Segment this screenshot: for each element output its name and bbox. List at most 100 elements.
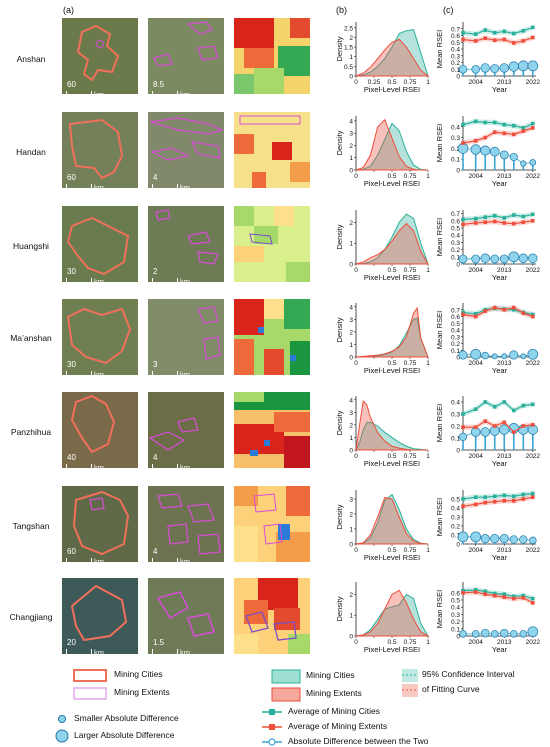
ts-y-tick-label: 0.6 <box>451 33 460 40</box>
legend-small-circle <box>58 715 66 723</box>
avg-point-mining-extents <box>492 38 497 43</box>
difference-point <box>489 146 500 157</box>
legend-swatch-mining-extents <box>73 687 107 700</box>
avg-point-mining-cities <box>461 310 465 315</box>
avg-point-mining-cities <box>483 589 488 594</box>
legend-graphics <box>55 669 418 746</box>
difference-point <box>499 63 509 73</box>
avg-point-mining-extents <box>511 221 516 226</box>
density-x-tick-label: 0 <box>354 79 358 86</box>
density-x-tick-label: 0 <box>354 267 358 274</box>
avg-point-mining-cities <box>502 216 507 220</box>
city-label-huangshi: Huangshi <box>13 241 49 251</box>
ts-y-tick-label: 0.5 <box>451 497 460 504</box>
density-x-tick-label: 0 <box>354 547 358 554</box>
avg-point-mining-extents <box>492 130 497 134</box>
map-tile-huangshi-zoom <box>148 206 224 282</box>
city-label-maanshan: Ma’anshan <box>10 333 52 343</box>
ts-y-label: Mean RSEI <box>435 218 444 256</box>
scale-unit: km <box>180 648 190 657</box>
avg-point-mining-extents <box>492 219 497 224</box>
scale-value-panzhihua: 40 <box>67 453 76 462</box>
map-tile-huangshi-city <box>62 206 138 282</box>
difference-point <box>527 60 539 72</box>
avg-point-mining-extents <box>473 425 478 429</box>
avg-point-mining-cities <box>511 307 516 312</box>
difference-point <box>471 630 480 638</box>
ts-y-tick-label: 0.2 <box>451 341 460 348</box>
avg-point-mining-cities <box>473 32 478 36</box>
ts-y-tick-label: 0.4 <box>451 124 460 131</box>
rsei-map-tangshan <box>234 486 310 562</box>
avg-point-mining-cities <box>511 494 516 499</box>
ts-y-tick-label: 0.1 <box>451 533 460 540</box>
difference-point <box>499 534 509 544</box>
map-tile-anshan-city <box>62 18 138 94</box>
avg-point-mining-cities <box>492 213 497 218</box>
avg-point-mining-extents <box>531 423 535 427</box>
city-label-tangshan: Tangshan <box>12 521 50 531</box>
difference-point <box>471 254 481 264</box>
ts-y-tick-label: 0.4 <box>451 605 460 612</box>
difference-point <box>529 159 537 166</box>
avg-point-mining-extents <box>502 595 507 599</box>
rsei-map-handan <box>234 112 310 188</box>
avg-point-mining-extents <box>531 126 535 130</box>
difference-point <box>458 432 468 441</box>
density-y-label: Density <box>335 130 344 155</box>
difference-point <box>529 536 537 545</box>
density-area-mining-extents <box>355 222 429 265</box>
scale-bar <box>152 278 178 284</box>
ts-y-tick-label: 0.3 <box>451 240 460 247</box>
density-x-label: Pixel-Level RSEI <box>364 553 420 562</box>
difference-point <box>481 351 489 360</box>
scale-unit: km <box>94 463 104 472</box>
density-y-label: Density <box>335 596 344 621</box>
avg-point-mining-cities <box>502 400 507 404</box>
density-area-mining-cities <box>355 421 429 451</box>
difference-point <box>490 64 500 74</box>
difference-point <box>470 531 482 543</box>
rsei-map-changjiang <box>234 578 310 654</box>
density-x-tick-label: 0.5 <box>387 639 396 646</box>
legend-swatch-mining-cities <box>73 669 107 682</box>
avg-point-mining-cities <box>461 497 465 501</box>
scale-unit: km <box>94 90 104 99</box>
density-x-tick-label: 0.5 <box>387 173 396 180</box>
density-area-mining-extents <box>355 38 430 77</box>
avg-point-mining-extents <box>502 307 507 312</box>
density-x-label: Pixel-Level RSEI <box>364 459 420 468</box>
avg-point-mining-extents <box>483 220 488 225</box>
ts-y-tick-label: 0.7 <box>451 26 460 33</box>
density-x-label: Pixel-Level RSEI <box>364 645 420 654</box>
ts-x-tick-label: 2004 <box>468 547 483 554</box>
scale-value-handan: 60 <box>67 173 76 182</box>
avg-point-mining-cities <box>461 588 465 593</box>
difference-point <box>490 254 500 264</box>
density-y-tick-label: 0.5 <box>344 64 353 71</box>
avg-point-mining-extents <box>521 424 526 428</box>
avg-point-mining-cities <box>502 493 507 498</box>
ts-x-label: Year <box>492 366 508 375</box>
avg-point-mining-extents <box>531 314 535 319</box>
panel-label-a: (a) <box>63 5 74 15</box>
avg-point-mining-cities <box>473 312 478 316</box>
avg-point-mining-cities <box>511 123 516 128</box>
difference-point <box>490 534 500 544</box>
avg-point-mining-extents <box>483 36 488 40</box>
density-y-tick-label: 2 <box>349 35 353 42</box>
ts-y-tick-label: 0.3 <box>451 334 460 341</box>
ts-y-tick-label: 0 <box>456 542 460 549</box>
avg-point-mining-cities <box>492 494 497 499</box>
ts-x-tick-label: 2004 <box>468 79 483 86</box>
density-y-tick-label: 0 <box>349 262 353 269</box>
avg-point-mining-extents <box>502 131 507 136</box>
map-tile-changjiang-city <box>62 578 138 654</box>
difference-point <box>470 348 482 360</box>
difference-point <box>527 626 539 638</box>
density-x-tick-label: 1 <box>426 173 430 180</box>
scale-value-huangshi-zoom: 2 <box>153 267 158 276</box>
avg-point-mining-cities <box>521 214 526 219</box>
density-x-tick-label: 0.5 <box>387 79 396 86</box>
difference-point <box>458 254 468 264</box>
